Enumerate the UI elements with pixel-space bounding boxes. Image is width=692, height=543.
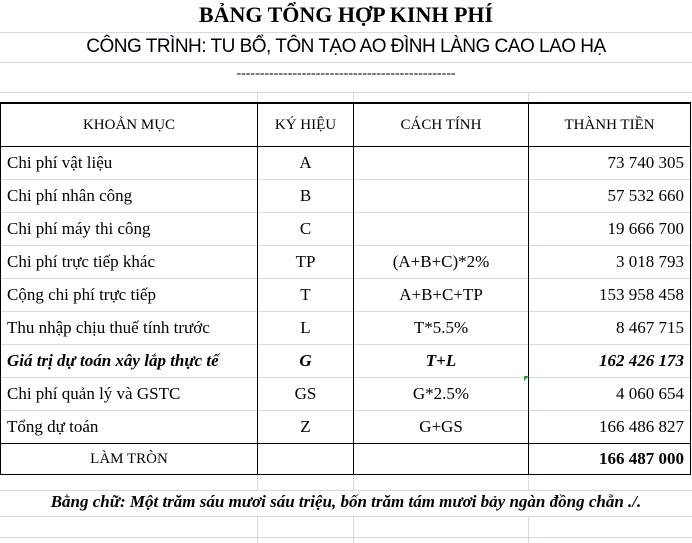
cell-amount[interactable]: 153 958 458 (528, 278, 691, 312)
cell-item[interactable]: Thu nhập chịu thuế tính trước (0, 311, 258, 345)
cell-code[interactable]: TP (257, 245, 354, 279)
cell-amount[interactable]: 57 532 660 (528, 179, 691, 213)
cell-item[interactable]: Tổng dự toán (0, 410, 258, 444)
cell-code[interactable]: G (257, 344, 354, 378)
cell-amount[interactable]: 19 666 700 (528, 212, 691, 246)
table-row: Chi phí vật liệu A 73 740 305 (0, 146, 691, 180)
cell-formula[interactable]: A+B+C+TP (353, 278, 529, 312)
table-row: Thu nhập chịu thuế tính trước L T*5.5% 8 46… (0, 311, 691, 345)
rounded-label[interactable]: LÀM TRÒN (0, 443, 258, 475)
cell-amount[interactable]: 8 467 715 (528, 311, 691, 345)
cell-formula[interactable]: G*2.5% (353, 377, 529, 411)
project-subtitle: CÔNG TRÌNH: TU BỔ, TÔN TẠO AO ĐÌNH LÀNG … (86, 36, 606, 57)
cell-code[interactable]: Z (257, 410, 354, 444)
cell-comment-indicator (524, 376, 529, 381)
cell-code[interactable]: T (257, 278, 354, 312)
cell-item[interactable]: Chi phí máy thi công (0, 212, 258, 246)
cell-item[interactable]: Chi phí vật liệu (0, 146, 258, 180)
rounded-amount[interactable]: 166 487 000 (528, 443, 691, 475)
header-item[interactable]: KHOẢN MỤC (0, 102, 258, 147)
cell-formula[interactable] (353, 146, 529, 180)
amount-in-words[interactable]: Bằng chữ: Một trăm sáu mươi sáu triệu, b… (50, 492, 642, 511)
cell-item[interactable]: Chi phí quản lý và GSTC (0, 377, 258, 411)
cell-amount[interactable]: 73 740 305 (528, 146, 691, 180)
rounded-total-row: LÀM TRÒN 166 487 000 (0, 443, 691, 475)
gridline (0, 537, 692, 538)
table-row: Giá trị dự toán xây lắp thực tế G T+L 162 4… (0, 344, 691, 378)
cell-code[interactable]: C (257, 212, 354, 246)
page-title: BẢNG TỔNG HỢP KINH PHÍ (198, 2, 494, 27)
gridline (0, 490, 692, 491)
header-code[interactable]: KÝ HIỆU (257, 102, 354, 147)
cell-formula[interactable]: T*5.5% (353, 311, 529, 345)
table-row: Chi phí quản lý và GSTC GS G*2.5% 4 060 654 (0, 377, 691, 411)
cell-formula[interactable] (353, 443, 529, 475)
cell-amount[interactable]: 4 060 654 (528, 377, 691, 411)
table-row: Chi phí máy thi công C 19 666 700 (0, 212, 691, 246)
gridline (0, 92, 692, 93)
table-header-row: KHOẢN MỤC KÝ HIỆU CÁCH TÍNH THÀNH TIỀN (0, 102, 691, 147)
cell-item[interactable]: Chi phí nhân công (0, 179, 258, 213)
cost-summary-table: KHOẢN MỤC KÝ HIỆU CÁCH TÍNH THÀNH TIỀN C… (0, 102, 691, 475)
cell-formula[interactable] (353, 212, 529, 246)
cell-code[interactable]: A (257, 146, 354, 180)
cell-formula[interactable] (353, 179, 529, 213)
cell-code[interactable]: B (257, 179, 354, 213)
gridline (0, 32, 692, 33)
gridline (0, 62, 692, 63)
separator-line: ----------------------------------------… (236, 66, 456, 81)
cell-amount[interactable]: 162 426 173 (528, 344, 691, 378)
cell-item[interactable]: Giá trị dự toán xây lắp thực tế (0, 344, 258, 378)
cell-formula[interactable]: G+GS (353, 410, 529, 444)
gridline (0, 516, 692, 517)
cell-code[interactable]: GS (257, 377, 354, 411)
header-amount[interactable]: THÀNH TIỀN (528, 102, 691, 147)
table-row: Chi phí nhân công B 57 532 660 (0, 179, 691, 213)
table-row: Tổng dự toán Z G+GS 166 486 827 (0, 410, 691, 444)
cell-amount[interactable]: 166 486 827 (528, 410, 691, 444)
header-formula[interactable]: CÁCH TÍNH (353, 102, 529, 147)
table-row: Cộng chi phí trực tiếp T A+B+C+TP 153 958 4… (0, 278, 691, 312)
cell-amount[interactable]: 3 018 793 (528, 245, 691, 279)
cell-code[interactable]: L (257, 311, 354, 345)
table-row: Chi phí trực tiếp khác TP (A+B+C)*2% 3 018 … (0, 245, 691, 279)
cell-item[interactable]: Cộng chi phí trực tiếp (0, 278, 258, 312)
cell-item[interactable]: Chi phí trực tiếp khác (0, 245, 258, 279)
cell-code[interactable] (257, 443, 354, 475)
cell-formula[interactable]: T+L (353, 344, 529, 378)
cell-formula[interactable]: (A+B+C)*2% (353, 245, 529, 279)
